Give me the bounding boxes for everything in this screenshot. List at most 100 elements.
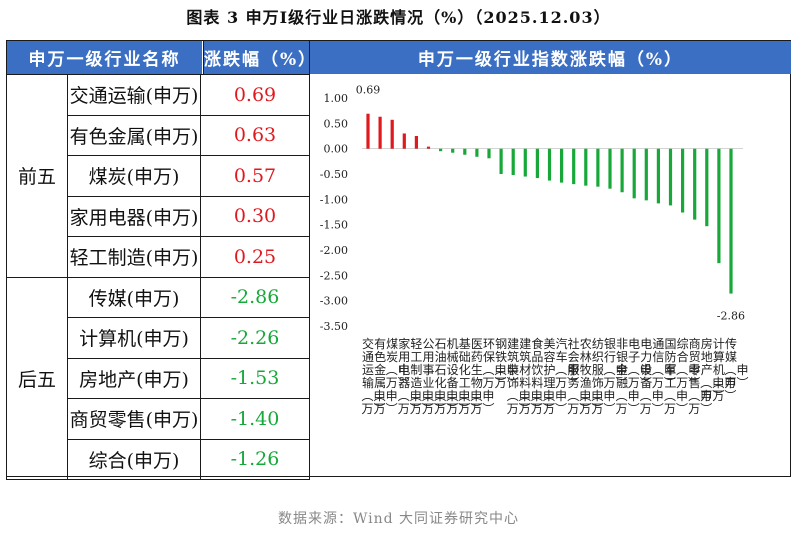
x-tick-label: 钢铁︵申万︶ bbox=[494, 337, 519, 390]
x-tick-label: 商贸零售︵申万︶ bbox=[688, 337, 713, 416]
x-tick-label: 银行︵申万︶ bbox=[603, 337, 628, 390]
x-tick-label: 有色金属︵申万︶ bbox=[373, 337, 398, 416]
table-row: 有色金属(申万) 0.63 bbox=[7, 114, 310, 156]
table-row: 煤炭(申万) 0.57 bbox=[7, 155, 310, 197]
x-tick-label: 轻工制造︵申万︶ bbox=[409, 337, 434, 416]
bar bbox=[717, 148, 721, 264]
industry-name: 商贸零售(申万) bbox=[67, 398, 201, 440]
change-value: 0.30 bbox=[200, 195, 310, 237]
industry-name: 计算机(申万) bbox=[67, 317, 201, 359]
change-value: -1.40 bbox=[200, 398, 310, 440]
bar bbox=[402, 133, 406, 149]
bar bbox=[572, 148, 576, 185]
bar bbox=[560, 148, 564, 183]
bar bbox=[705, 148, 709, 227]
table-header-change: 涨跌幅（%） bbox=[203, 41, 315, 74]
change-value: 0.57 bbox=[200, 155, 310, 197]
bar bbox=[463, 148, 467, 155]
x-tick-label: 房地产︵申万︶ bbox=[700, 337, 725, 403]
change-value: -2.86 bbox=[200, 276, 310, 318]
change-value: 0.25 bbox=[200, 236, 310, 278]
bar bbox=[644, 148, 648, 201]
bar bbox=[668, 148, 673, 206]
bar bbox=[681, 148, 685, 213]
bar bbox=[729, 148, 733, 294]
x-tick-label: 石油石化︵申万︶ bbox=[434, 337, 459, 416]
bar bbox=[523, 148, 527, 177]
x-tick-label: 计算机︵申万︶ bbox=[712, 337, 737, 403]
group-label-top5: 前五 bbox=[6, 74, 68, 278]
bar bbox=[487, 148, 491, 159]
y-tick-label: 0.00 bbox=[324, 143, 349, 156]
table-row: 计算机(申万) -2.26 bbox=[7, 317, 310, 359]
bar bbox=[656, 148, 660, 204]
table-row: 商贸零售(申万) -1.40 bbox=[7, 398, 310, 440]
x-tick-label: 建筑装饰︵申万︶ bbox=[506, 337, 531, 416]
x-tick-label: 食品饮料︵申万︶ bbox=[530, 337, 555, 416]
y-tick-label: -2.50 bbox=[320, 269, 348, 282]
change-value: 0.63 bbox=[200, 114, 310, 156]
x-tick-label: 建筑材料︵申万︶ bbox=[518, 337, 543, 416]
x-tick-label: 社会服务︵申万︶ bbox=[567, 337, 592, 416]
data-label: 0.69 bbox=[356, 84, 381, 97]
industry-name: 交通运输(申万) bbox=[67, 74, 201, 116]
bar bbox=[584, 148, 588, 186]
x-tick-label: 国防军工︵申万︶ bbox=[664, 337, 689, 416]
bar bbox=[390, 119, 394, 149]
y-tick-label: -2.00 bbox=[320, 244, 348, 257]
industry-name: 家用电器(申万) bbox=[67, 195, 201, 237]
chart-title: 图表 3 申万Ⅰ级行业日涨跌情况（%）（2025.12.03） bbox=[186, 8, 611, 27]
bar bbox=[547, 148, 552, 181]
x-tick-label: 美容护理︵申万︶ bbox=[543, 337, 568, 416]
bar bbox=[596, 148, 600, 187]
y-tick-label: 0.50 bbox=[324, 117, 349, 130]
x-tick-label: 机械设备︵申万︶ bbox=[446, 337, 471, 416]
bar bbox=[475, 148, 479, 157]
x-tick-label: 农林牧渔︵申万︶ bbox=[579, 337, 604, 416]
y-tick-label: -0.50 bbox=[320, 168, 348, 181]
bar bbox=[620, 148, 624, 193]
bar bbox=[366, 113, 370, 149]
change-value: -2.26 bbox=[200, 317, 310, 359]
y-tick-label: -1.50 bbox=[320, 219, 348, 232]
x-tick-label: 电子︵申万︶ bbox=[627, 337, 652, 390]
x-tick-label: 交通运输︵申万︶ bbox=[361, 337, 386, 416]
x-tick-label: 非银金融︵申万︶ bbox=[615, 337, 640, 416]
bar bbox=[439, 148, 443, 152]
industry-name: 传媒(申万) bbox=[67, 276, 201, 318]
x-tick-label: 通信︵申万︶ bbox=[651, 337, 676, 390]
x-tick-label: 综合︵申万︶ bbox=[676, 337, 701, 390]
bar bbox=[426, 146, 431, 149]
chart-header: 申万一级行业指数涨跌幅（%） bbox=[309, 41, 791, 74]
bar bbox=[608, 148, 612, 189]
y-tick-label: -3.00 bbox=[320, 295, 348, 308]
x-tick-label: 汽车︵申万︶ bbox=[555, 337, 580, 390]
data-label: -2.86 bbox=[717, 310, 745, 323]
bar bbox=[414, 136, 418, 149]
industry-name: 轻工制造(申万) bbox=[67, 236, 201, 278]
table-row: 综合(申万) -1.26 bbox=[7, 438, 310, 480]
group-label-bottom5: 后五 bbox=[6, 276, 68, 480]
y-tick-label: -1.00 bbox=[320, 193, 348, 206]
x-tick-label: 电力设备︵申万︶ bbox=[639, 337, 664, 416]
bar bbox=[378, 116, 382, 149]
bar bbox=[693, 148, 697, 220]
industry-name: 有色金属(申万) bbox=[67, 114, 201, 156]
bar-chart-svg: 1.00 0.50 0.00 -0.50 -1.00 -1.50 -2.00 -2.50 -3.… bbox=[320, 84, 745, 333]
bar bbox=[499, 148, 503, 174]
bar bbox=[511, 148, 515, 176]
table-row: 后五 传媒(申万) -2.86 bbox=[6, 276, 310, 480]
industry-name: 煤炭(申万) bbox=[67, 155, 201, 197]
change-value: -1.26 bbox=[200, 438, 310, 480]
source-note: 数据来源：Wind 大同证券研究中心 bbox=[277, 511, 520, 527]
table-row: 前五 交通运输(申万) 0.69 bbox=[6, 74, 310, 278]
table-header-name: 申万一级行业名称 bbox=[7, 41, 202, 74]
x-tick-label: 纺织服饰︵申万︶ bbox=[591, 337, 616, 416]
x-tick-label: 医药生物︵申万︶ bbox=[470, 337, 495, 416]
bar-chart: 1.00 0.50 0.00 -0.50 -1.00 -1.50 -2.00 -2.50 -3.… bbox=[310, 74, 790, 476]
change-value: 0.69 bbox=[200, 74, 310, 116]
industry-name: 房地产(申万) bbox=[67, 357, 201, 399]
x-tick-label: 家用电器︵申万︶ bbox=[397, 337, 422, 416]
x-tick-label: 煤炭︵申万︶ bbox=[385, 337, 410, 390]
x-tick-label: 公用事业︵申万︶ bbox=[422, 337, 447, 416]
